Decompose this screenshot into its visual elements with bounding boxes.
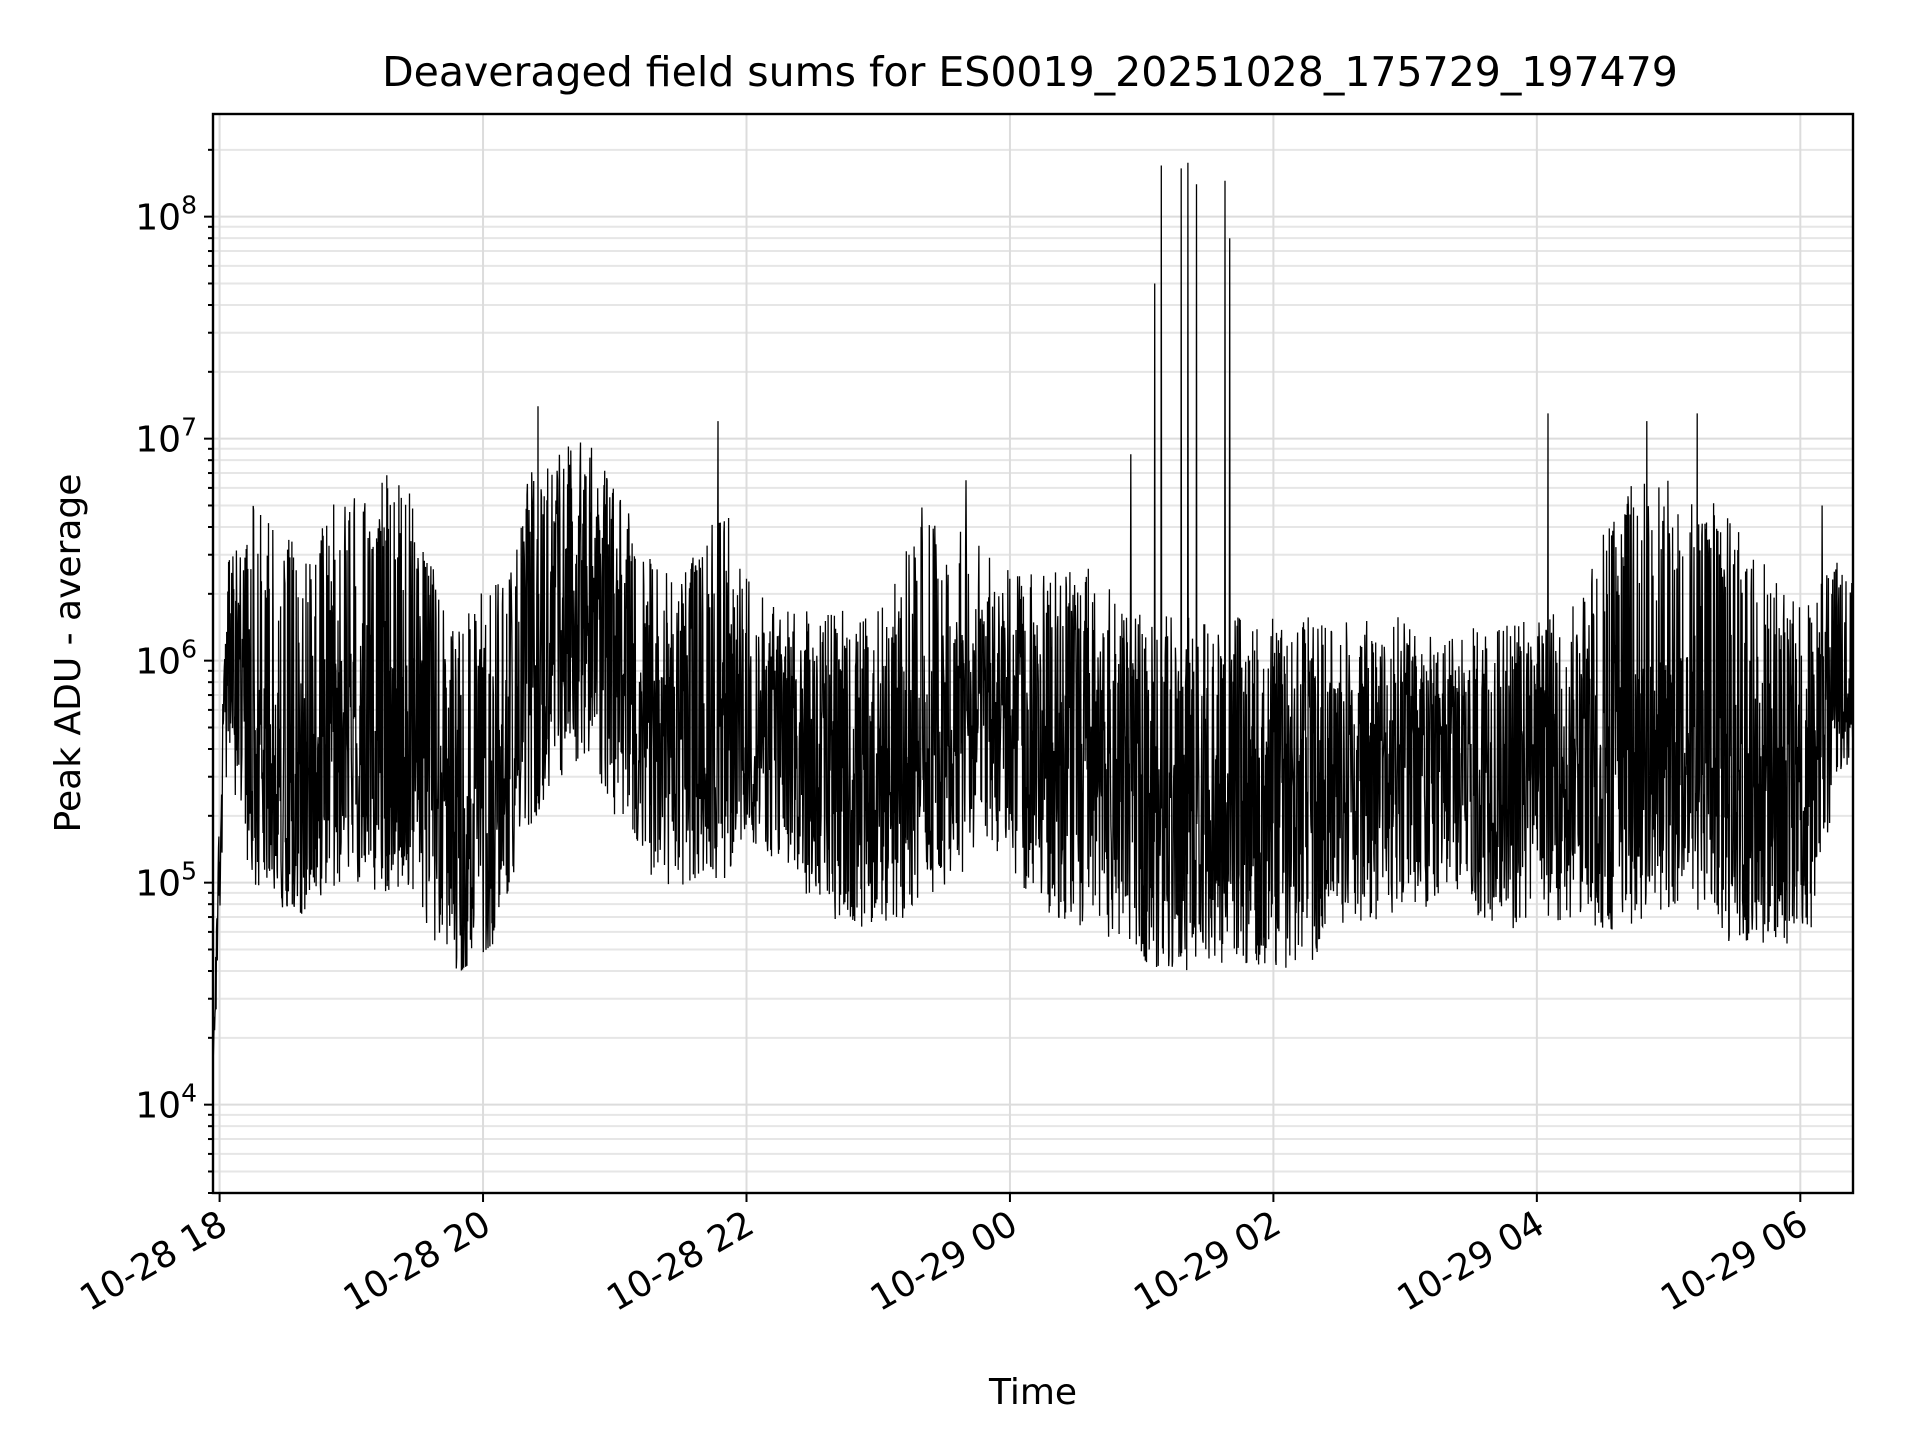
y-tick-label: 105 xyxy=(135,857,197,905)
y-tick-label-base: 10 xyxy=(135,864,181,905)
y-tick-label-base: 10 xyxy=(135,198,181,239)
y-tick-label-exponent: 8 xyxy=(181,191,197,220)
y-tick-label-exponent: 4 xyxy=(181,1079,197,1108)
y-tick-label-base: 10 xyxy=(135,1086,181,1127)
y-tick-label-exponent: 6 xyxy=(181,635,197,664)
plot-layer xyxy=(212,162,1854,1066)
y-axis-label: Peak ADU - average xyxy=(48,474,89,833)
y-tick-label-base: 10 xyxy=(135,642,181,683)
y-tick-label-exponent: 5 xyxy=(181,857,197,886)
y-tick-label: 104 xyxy=(135,1079,197,1127)
y-tick-label: 107 xyxy=(135,413,197,461)
y-tick-label: 108 xyxy=(135,191,197,239)
series-line xyxy=(212,162,1854,1066)
plot-frame xyxy=(211,112,1855,1195)
x-axis-label: Time xyxy=(988,1372,1077,1413)
y-tick-label-exponent: 7 xyxy=(181,413,197,442)
y-tick-label-base: 10 xyxy=(135,420,181,461)
y-tick-label: 106 xyxy=(135,635,197,683)
chart-title: Deaveraged field sums for ES0019_2025102… xyxy=(382,48,1678,96)
